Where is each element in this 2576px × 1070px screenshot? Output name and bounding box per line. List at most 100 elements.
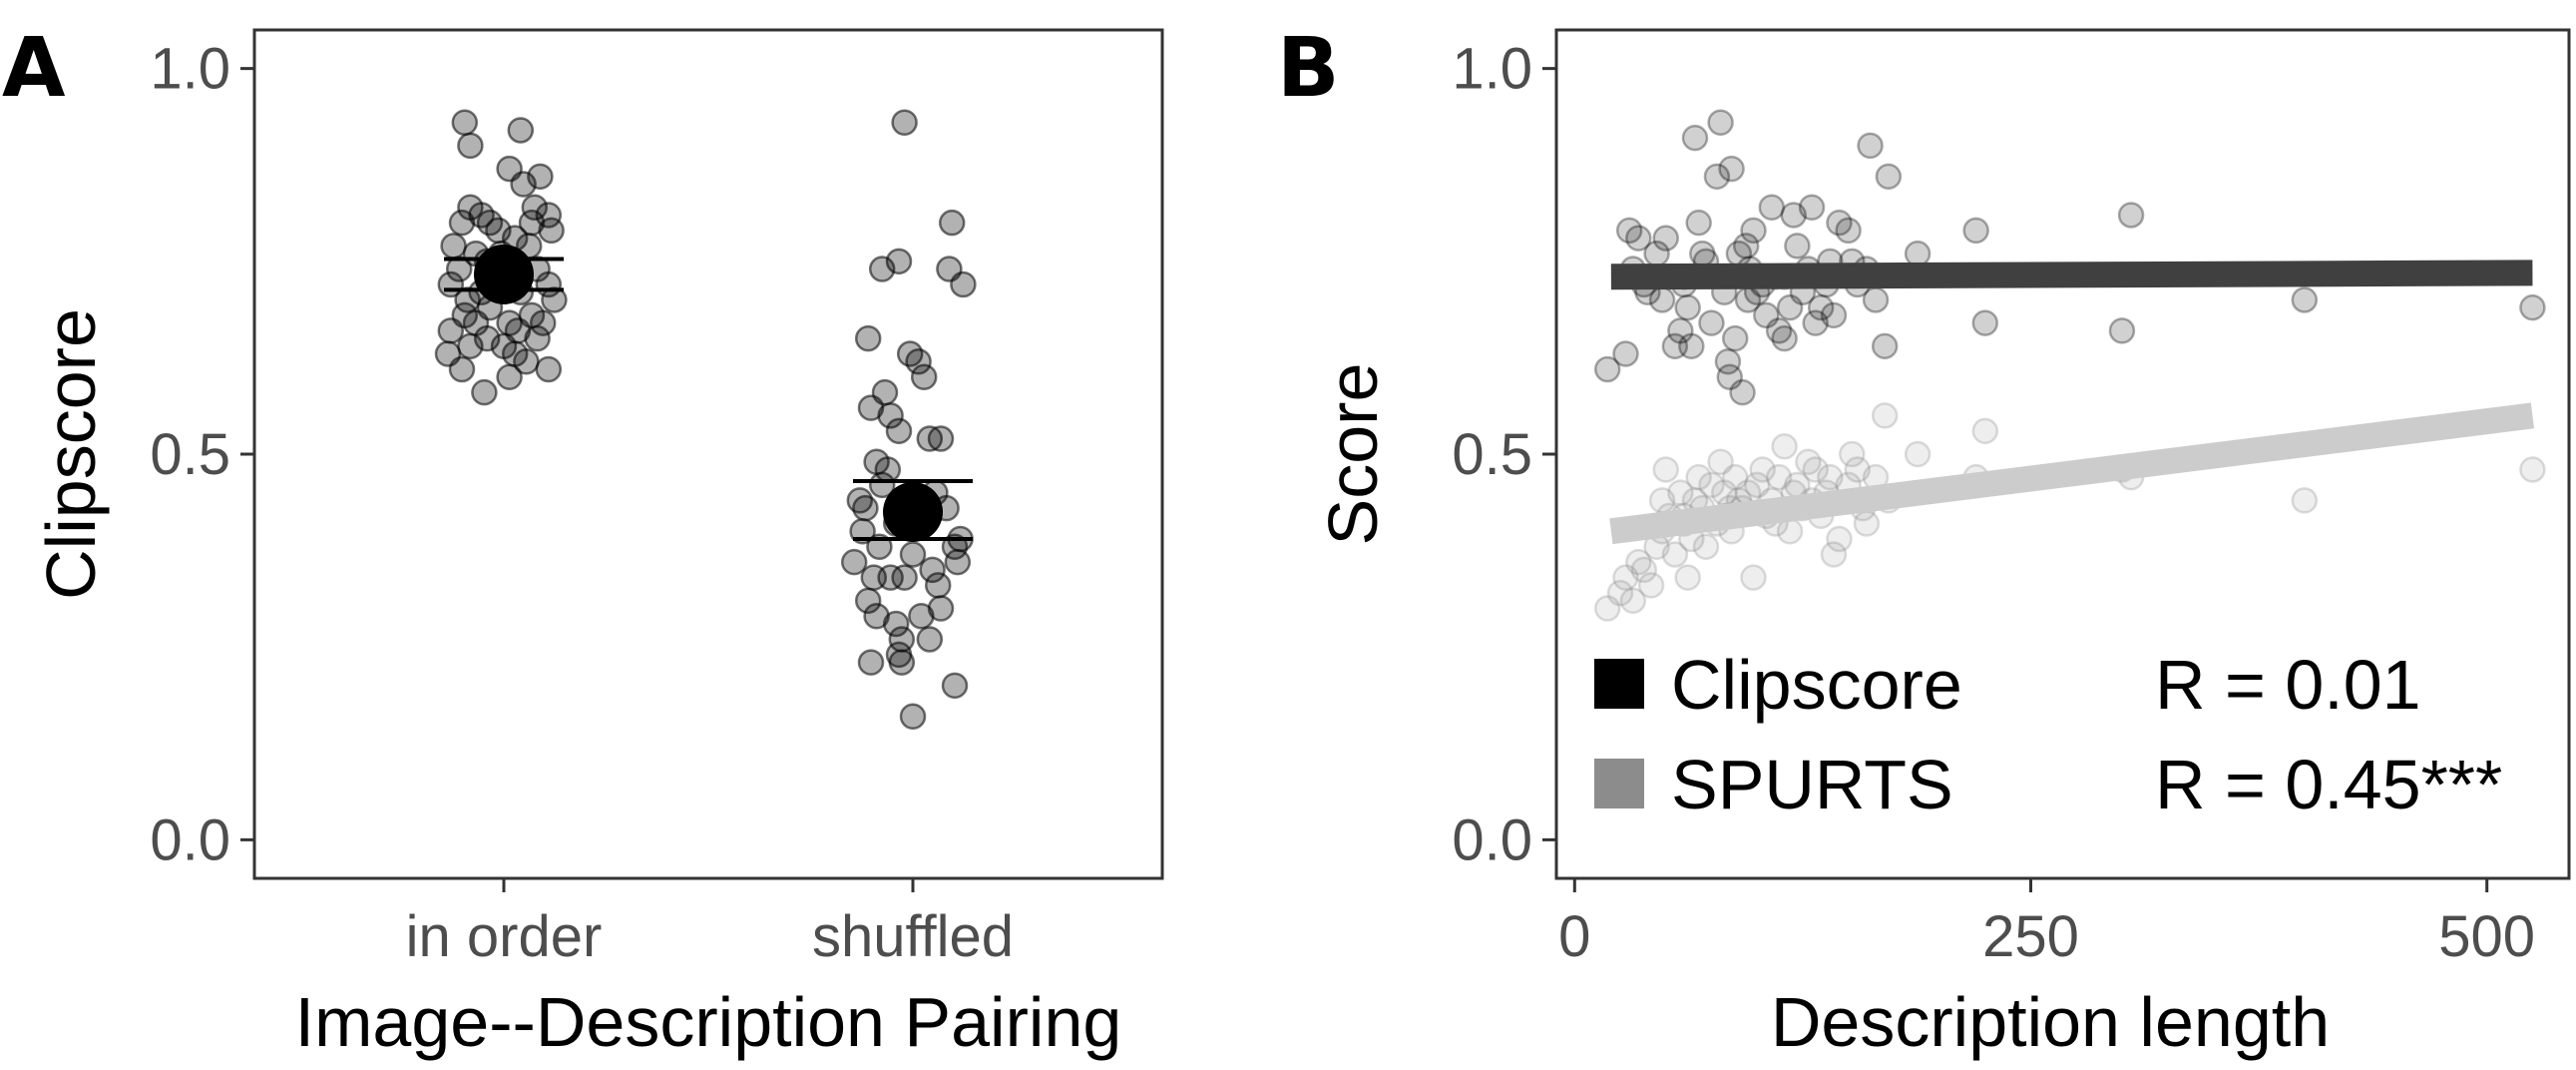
- panel-b-point-spurts: [1839, 440, 1866, 468]
- panel-b-point-clipscore: [1703, 163, 1731, 191]
- panel-b-point-spurts: [1692, 533, 1720, 560]
- panel-b-point-clipscore: [1661, 332, 1689, 360]
- panel-b-point-clipscore: [1714, 348, 1742, 375]
- legend-label-spurts: SPURTS: [1671, 746, 1953, 823]
- panel-b-point-spurts: [2519, 456, 2546, 483]
- panel-a-point: [888, 649, 916, 676]
- panel-b-point-spurts: [1721, 463, 1749, 491]
- panel-a-point: [882, 610, 910, 638]
- panel-a-summary: [444, 244, 973, 542]
- panel-a-y-tick-label: 0.0: [150, 807, 230, 872]
- panel-a-point: [518, 209, 546, 237]
- panel-b-point-clipscore: [1615, 217, 1643, 245]
- panel-a-x-tick-label: shuffled: [812, 904, 1014, 969]
- panel-a-point: [927, 595, 955, 622]
- panel-b-point-clipscore: [1732, 233, 1760, 260]
- panel-b-fit-lines: [1609, 260, 2535, 545]
- panel-b-y-tick-label: 0.5: [1452, 422, 1532, 487]
- panel-b-point-clipscore: [1625, 225, 1652, 252]
- panel-a-mean-point: [883, 481, 943, 542]
- panel-b-point-clipscore: [1698, 309, 1725, 336]
- panel-b-letter: B: [1277, 21, 1340, 116]
- panel-b-point-clipscore: [1871, 332, 1899, 360]
- panel-b-point-clipscore: [1593, 355, 1621, 383]
- panel-a-point: [440, 233, 467, 260]
- panel-b-y-tick-label: 1.0: [1452, 37, 1532, 102]
- panel-a-y-tick-label: 1.0: [150, 37, 230, 102]
- panel-a-x-tick-label: in order: [406, 904, 603, 969]
- panel-b-point-clipscore: [1753, 301, 1780, 329]
- panel-b-point-spurts: [1661, 541, 1689, 568]
- panel-b-point-spurts: [1871, 402, 1899, 429]
- legend-swatch-spurts: [1594, 759, 1644, 808]
- panel-b-point-spurts: [1795, 448, 1822, 475]
- panel-a-point: [840, 548, 868, 576]
- panel-b-point-clipscore: [1798, 194, 1826, 221]
- panel-b-point-spurts: [1698, 471, 1725, 499]
- panel-b-point-spurts: [1844, 456, 1872, 483]
- panel-b-point-clipscore: [1718, 155, 1745, 183]
- panel-b-x-axis: 0 250 500: [1558, 878, 2535, 969]
- panel-b-point-clipscore: [1780, 202, 1807, 229]
- panel-b-point-clipscore: [1707, 109, 1734, 136]
- panel-b-legend: Clipscore R = 0.01 SPURTS R = 0.45***: [1594, 646, 2502, 823]
- panel-b-point-clipscore: [1716, 363, 1743, 390]
- panel-a-point: [877, 564, 904, 591]
- panel-b-point-clipscore: [1771, 324, 1798, 352]
- panel-b-point-spurts: [1853, 510, 1881, 537]
- legend-r-clipscore: R = 0.01: [2155, 646, 2421, 724]
- panel-a-point: [471, 378, 498, 406]
- panel-b-point-clipscore: [1734, 286, 1762, 313]
- panel-a-point: [854, 324, 882, 352]
- panel-b-point-clipscore: [2291, 286, 2319, 313]
- panel-a-point: [457, 132, 484, 160]
- panel-b-point-clipscore: [1652, 225, 1679, 252]
- panel-b-point-spurts: [2291, 487, 2319, 514]
- panel-b-point-spurts: [1630, 556, 1658, 584]
- panel-a-point: [448, 355, 476, 383]
- panel-b-point-clipscore: [2519, 293, 2546, 321]
- panel-b-point-clipscore: [1862, 286, 1890, 313]
- panel-b-point-spurts: [1652, 456, 1679, 483]
- panel-a-x-axis: in order shuffled: [406, 878, 1014, 969]
- panel-a-point: [891, 564, 918, 591]
- panel-a-point: [941, 672, 969, 700]
- panel-b-fit-line-clipscore: [1610, 260, 2533, 290]
- panel-b-point-spurts: [1802, 456, 1829, 483]
- panel-a-point: [527, 163, 554, 191]
- panel-a-point: [451, 109, 479, 136]
- panel-b-point-clipscore: [1875, 163, 1903, 191]
- legend-label-clipscore: Clipscore: [1671, 646, 1962, 724]
- panel-b-point-clipscore: [1740, 217, 1767, 245]
- panel-a-point: [868, 471, 896, 499]
- panel-a-point: [507, 117, 535, 144]
- panel-b: B 0.0 0.5 1.0 0 250 500 Clipscore R = 0.01 S…: [1277, 21, 2571, 1061]
- panel-a-point: [944, 548, 972, 576]
- panel-b-point-spurts: [1820, 541, 1848, 568]
- panel-b-point-spurts: [1674, 564, 1701, 591]
- panel-a-point: [524, 324, 551, 352]
- panel-b-point-clipscore: [1820, 301, 1848, 329]
- panel-a-point: [950, 270, 977, 298]
- panel-a-point: [916, 626, 944, 653]
- panel-b-y-tick-label: 0.0: [1452, 807, 1532, 872]
- panel-a-point: [529, 309, 557, 336]
- panel-b-point-clipscore: [1962, 217, 1989, 245]
- panel-a-point: [924, 572, 952, 599]
- panel-b-y-axis: 0.0 0.5 1.0: [1452, 37, 1556, 872]
- panel-a-mean-point: [474, 244, 534, 304]
- panel-b-point-spurts: [1771, 433, 1798, 460]
- panel-b-point-spurts: [1707, 448, 1734, 475]
- panel-b-point-spurts: [1619, 587, 1647, 615]
- panel-b-y-axis-title: Score: [1314, 363, 1392, 546]
- panel-a-point: [891, 109, 918, 136]
- panel-b-point-spurts: [1685, 463, 1712, 491]
- panel-b-x-tick-label: 0: [1558, 904, 1590, 969]
- panel-b-point-spurts: [1612, 564, 1639, 591]
- panel-a-point: [885, 417, 913, 445]
- panel-b-point-spurts: [1740, 564, 1767, 591]
- panel-b-point-spurts: [1593, 595, 1621, 622]
- panel-a-point: [877, 402, 904, 429]
- panel-a-point: [535, 355, 563, 383]
